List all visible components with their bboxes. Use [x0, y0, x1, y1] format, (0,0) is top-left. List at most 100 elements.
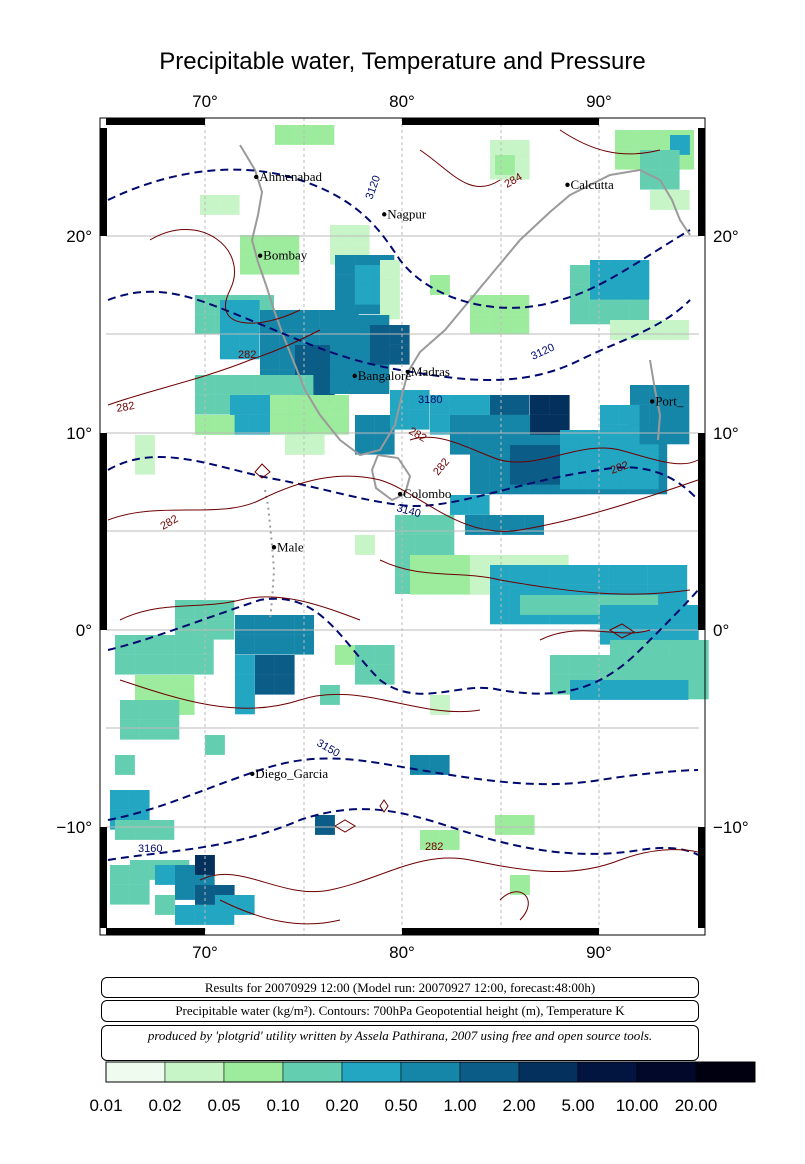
pw-cell: [380, 260, 400, 280]
pw-cell: [200, 195, 220, 215]
pw-cell: [409, 390, 430, 410]
lon-label-bottom: 70°: [192, 943, 218, 962]
city-dot: [254, 174, 259, 180]
pw-cell: [330, 334, 350, 355]
pw-cell: [174, 695, 195, 715]
pw-cell: [560, 430, 580, 450]
pw-cell: [489, 295, 510, 315]
pw-cell: [155, 865, 175, 885]
pw-cell: [369, 374, 390, 394]
city-label: Diego_Garcia: [255, 766, 328, 781]
pw-cell: [549, 395, 570, 415]
pw-cell: [638, 449, 659, 470]
pw-cell: [249, 395, 270, 415]
pw-cell: [649, 640, 670, 660]
pw-cell: [484, 515, 505, 535]
lat-label-left: 20°: [66, 227, 92, 246]
pw-cell: [349, 225, 370, 245]
lat-label-left: −10°: [56, 818, 92, 837]
pw-cell: [214, 394, 235, 415]
pw-cell: [529, 565, 550, 585]
pw-cell: [175, 905, 195, 925]
pw-cell: [638, 469, 659, 490]
pw-cell: [647, 565, 668, 585]
color-scale-swatch: [518, 1061, 579, 1083]
pw-cell: [430, 395, 450, 415]
pw-cell: [588, 565, 609, 585]
pw-cell: [239, 319, 260, 340]
city-dot: [649, 399, 655, 404]
pw-cell: [569, 655, 590, 675]
color-scale-swatch: [636, 1061, 697, 1083]
city-dot: [565, 182, 570, 187]
pw-cell: [429, 755, 450, 775]
pw-cell: [174, 675, 195, 695]
pw-cell: [214, 905, 235, 925]
coastline: [239, 144, 691, 621]
pw-cell: [559, 595, 580, 615]
pw-cell: [570, 680, 590, 700]
pw-cell: [520, 595, 540, 615]
city-dot: [405, 369, 411, 375]
pw-cell: [110, 865, 130, 885]
pw-cell: [668, 655, 689, 675]
pw-cell: [509, 565, 530, 585]
pw-cell: [469, 415, 490, 435]
pw-cell: [205, 735, 225, 755]
pw-cell: [430, 275, 450, 295]
pw-cell: [335, 294, 355, 315]
pw-cell: [669, 320, 689, 340]
pw-cell: [389, 325, 410, 345]
pw-cell: [514, 815, 535, 835]
pw-cell: [240, 254, 260, 275]
pw-cell: [530, 414, 550, 435]
pw-cell: [193, 654, 214, 675]
pw-cell: [110, 884, 130, 905]
map-title: Precipitable water, Temperature and Pres…: [159, 48, 646, 75]
pw-cell: [495, 155, 515, 175]
pw-cell: [355, 645, 375, 665]
pw-cell: [524, 515, 544, 535]
city-dot: [257, 253, 263, 258]
pw-cell: [314, 345, 335, 365]
city-label: Port_: [655, 393, 684, 408]
pw-cell: [619, 449, 639, 470]
pw-cell: [610, 640, 630, 660]
pw-cell: [687, 674, 708, 695]
pw-cell: [560, 449, 580, 470]
pw-cell: [579, 469, 600, 490]
pw-cell: [159, 719, 180, 740]
pw-cell: [470, 574, 490, 595]
lat-label-right: 20°: [713, 227, 739, 246]
pw-cell: [349, 315, 370, 335]
color-scale-swatch: [223, 1061, 284, 1083]
pw-cell: [629, 279, 650, 300]
pw-cell: [640, 169, 660, 190]
pw-cell: [349, 354, 370, 375]
pw-cell: [529, 445, 550, 465]
pw-cell: [589, 304, 610, 325]
pw-cell: [274, 674, 295, 695]
pw-cell: [349, 334, 370, 355]
pw-cell: [560, 469, 580, 490]
pw-cell: [374, 645, 395, 665]
pw-cell: [465, 515, 485, 535]
pw-cell: [609, 655, 629, 675]
pw-cell: [659, 605, 679, 625]
pw-cell: [235, 634, 255, 655]
color-scale-label: 2.00: [502, 1096, 536, 1115]
pw-cell: [510, 875, 530, 895]
pw-cell: [550, 674, 570, 695]
pw-cell: [154, 635, 175, 655]
pw-cell: [550, 655, 570, 675]
geopotential-label: 3150: [315, 737, 342, 760]
pw-cell: [490, 584, 510, 605]
pw-cell: [470, 555, 490, 575]
city-label: Calcutta: [570, 177, 614, 192]
pw-cell: [235, 694, 255, 715]
pw-cell: [395, 554, 415, 575]
color-scale-outline: [105, 1061, 756, 1083]
lat-label-left: 0°: [76, 621, 92, 640]
pw-cell: [275, 125, 295, 145]
